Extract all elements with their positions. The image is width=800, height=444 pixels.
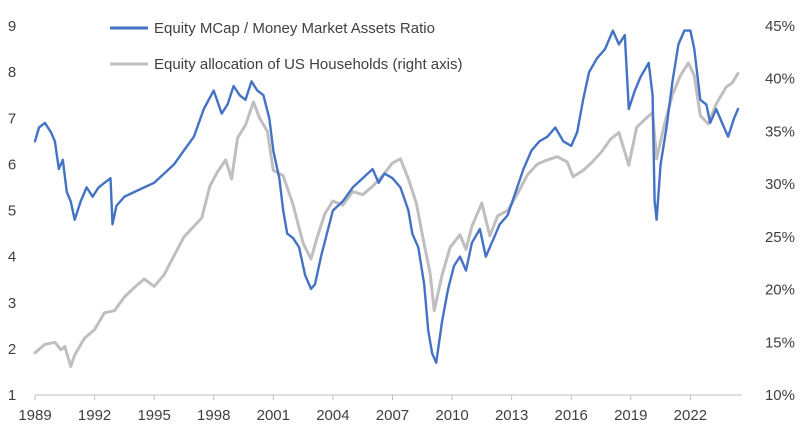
left-tick-label: 4 [8, 249, 16, 266]
left-tick-label: 9 [8, 18, 16, 35]
right-tick-label: 45% [765, 18, 795, 35]
x-tick-label: 2010 [435, 407, 468, 424]
x-tick-label: 2019 [614, 407, 647, 424]
left-tick-label: 8 [8, 64, 16, 81]
x-tick-label: 2001 [257, 407, 290, 424]
left-tick-label: 1 [8, 387, 16, 404]
left-tick-label: 7 [8, 110, 16, 127]
legend-label-equity-mcap-ratio: Equity MCap / Money Market Assets Ratio [154, 20, 435, 37]
series-layer [33, 29, 740, 368]
right-tick-label: 40% [765, 71, 795, 88]
legend: Equity MCap / Money Market Assets Ratio … [110, 20, 462, 73]
left-tick-label: 6 [8, 156, 16, 173]
right-tick-label: 25% [765, 229, 795, 246]
x-tick-label: 2022 [674, 407, 707, 424]
right-tick-label: 35% [765, 123, 795, 140]
left-axis-ticks: 1 2 3 4 5 6 7 8 9 [8, 18, 16, 404]
x-axis-ticks: 1989 1992 1995 1998 2001 2004 2007 2010 2013 2016… [18, 395, 707, 424]
right-tick-label: 20% [765, 282, 795, 299]
right-tick-label: 15% [765, 334, 795, 351]
x-tick-label: 2007 [376, 407, 409, 424]
x-tick-label: 2016 [555, 407, 588, 424]
right-tick-label: 30% [765, 176, 795, 193]
series-line-household-equity-allocation [33, 61, 740, 368]
series-line-equity-mcap-ratio [33, 29, 740, 364]
right-tick-label: 10% [765, 387, 795, 404]
x-tick-label: 2013 [495, 407, 528, 424]
left-tick-label: 3 [8, 295, 16, 312]
x-tick-label: 1995 [137, 407, 170, 424]
legend-label-household-equity-allocation: Equity allocation of US Households (righ… [154, 56, 462, 73]
left-tick-label: 2 [8, 341, 16, 358]
x-tick-label: 1992 [78, 407, 111, 424]
x-tick-label: 1989 [18, 407, 51, 424]
x-tick-label: 1998 [197, 407, 230, 424]
x-tick-label: 2004 [316, 407, 349, 424]
left-tick-label: 5 [8, 203, 16, 220]
right-axis-ticks: 10% 15% 20% 25% 30% 35% 40% 45% [765, 18, 795, 404]
